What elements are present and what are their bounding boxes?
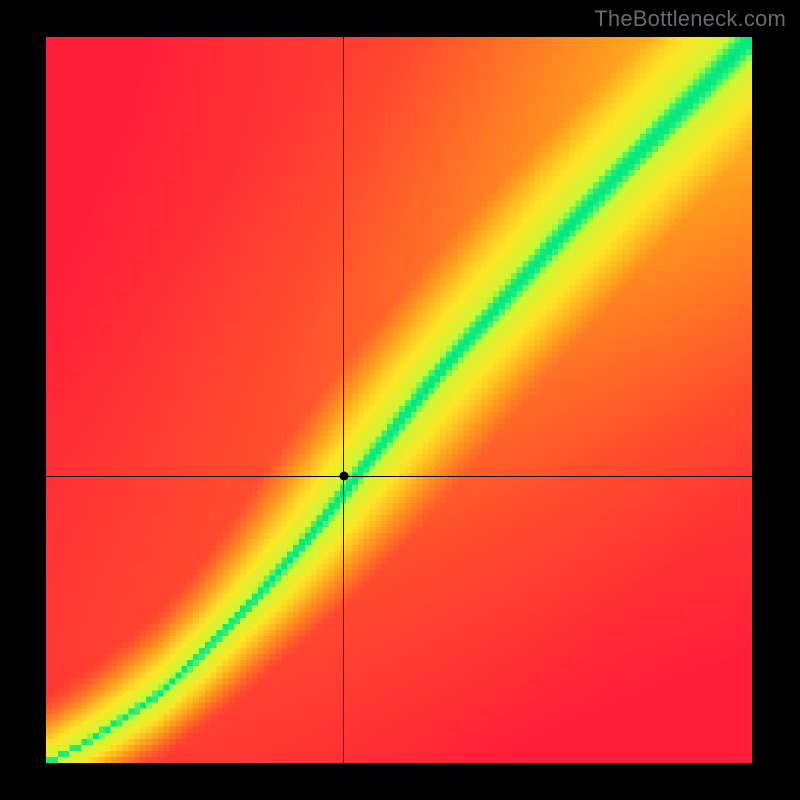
heatmap-plot bbox=[46, 37, 752, 763]
watermark-text: TheBottleneck.com bbox=[594, 6, 786, 32]
crosshair-marker bbox=[339, 472, 348, 481]
chart-frame: TheBottleneck.com bbox=[0, 0, 800, 800]
crosshair-horizontal bbox=[46, 476, 752, 477]
crosshair-vertical bbox=[343, 37, 344, 763]
heatmap-canvas bbox=[46, 37, 752, 763]
